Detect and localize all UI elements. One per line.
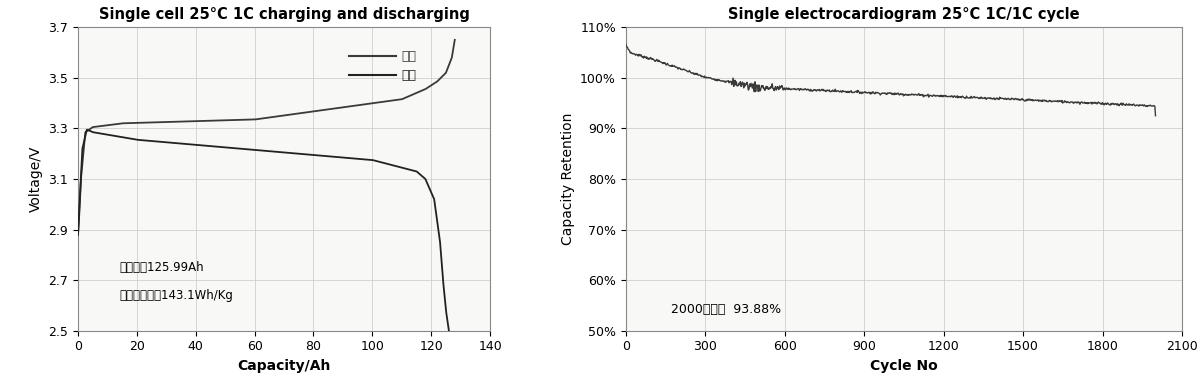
Text: 2000周循环  93.88%: 2000周循环 93.88% bbox=[671, 303, 781, 316]
Text: 放电: 放电 bbox=[402, 69, 416, 82]
Title: Single cell 25°C 1C charging and discharging: Single cell 25°C 1C charging and dischar… bbox=[98, 7, 469, 22]
X-axis label: Capacity/Ah: Capacity/Ah bbox=[238, 359, 331, 373]
Y-axis label: Voltage/V: Voltage/V bbox=[29, 146, 43, 212]
Text: 放电容量125.99Ah: 放电容量125.99Ah bbox=[119, 261, 204, 274]
X-axis label: Cycle No: Cycle No bbox=[870, 359, 937, 373]
Text: 充电: 充电 bbox=[402, 50, 416, 63]
Text: 质量能量密度143.1Wh/Kg: 质量能量密度143.1Wh/Kg bbox=[119, 289, 233, 302]
Y-axis label: Capacity Retention: Capacity Retention bbox=[560, 113, 575, 245]
Title: Single electrocardiogram 25°C 1C/1C cycle: Single electrocardiogram 25°C 1C/1C cycl… bbox=[728, 7, 1080, 22]
